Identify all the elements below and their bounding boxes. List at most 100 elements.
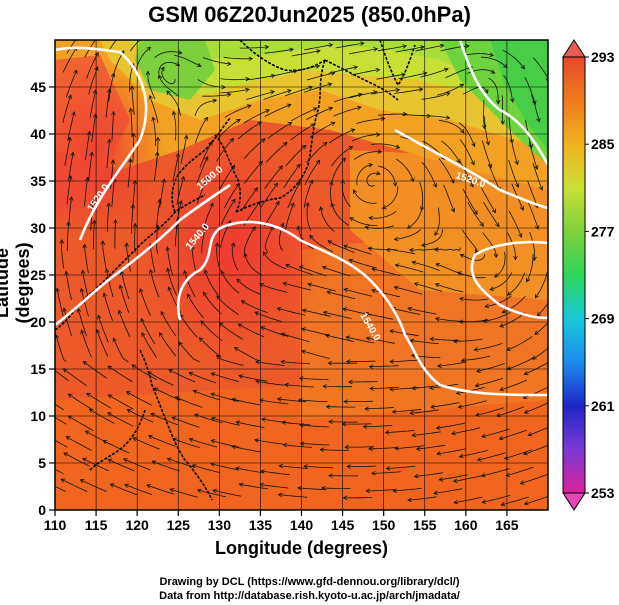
streamline	[435, 283, 464, 293]
streamline-arrow	[346, 464, 351, 469]
streamline	[259, 484, 289, 489]
chart-title: GSM 06Z20Jun2025 (850.0hPa)	[148, 2, 471, 27]
streamline	[304, 465, 333, 469]
streamline-arrow	[356, 105, 362, 111]
streamline	[88, 152, 93, 181]
streamline	[219, 322, 244, 340]
streamline	[364, 312, 394, 320]
streamline-arrow	[62, 368, 68, 373]
streamline	[167, 247, 173, 276]
streamline	[126, 243, 132, 272]
streamline-arrow	[484, 89, 489, 94]
streamline	[263, 201, 280, 227]
streamline-arrow	[309, 234, 314, 240]
streamline-arrow	[200, 320, 205, 325]
streamline-arrow	[342, 495, 348, 501]
streamline	[67, 111, 75, 141]
x-tick-label: 115	[85, 517, 108, 533]
streamline-arrow	[235, 182, 240, 188]
streamline	[351, 69, 380, 76]
streamline	[347, 465, 376, 467]
streamline-arrow	[348, 146, 354, 151]
streamline	[430, 338, 459, 341]
streamline-arrow	[438, 477, 444, 482]
streamline	[507, 232, 516, 260]
streamline-arrow	[174, 396, 180, 401]
streamline-arrow	[358, 92, 363, 98]
streamline	[199, 141, 213, 168]
streamline	[303, 83, 332, 93]
streamline	[480, 56, 508, 68]
streamline-arrow	[40, 394, 44, 398]
streamline	[439, 474, 468, 481]
streamline	[63, 452, 90, 467]
streamline-arrow	[434, 282, 440, 288]
streamline	[107, 412, 134, 427]
streamline-arrow	[363, 311, 369, 317]
streamline-arrow	[89, 151, 94, 157]
streamline-arrow	[301, 308, 307, 313]
streamline	[421, 229, 444, 246]
streamline-arrow	[528, 144, 533, 149]
streamline-arrow	[233, 346, 239, 352]
streamline-arrow	[499, 386, 504, 392]
streamline	[236, 421, 265, 428]
streamline-arrow	[286, 103, 292, 108]
streamline-arrow	[371, 267, 377, 272]
contour-1500	[458, 40, 548, 166]
contour-1540-west	[55, 183, 231, 327]
streamline-arrow	[393, 236, 399, 242]
streamline-arrow	[88, 408, 94, 413]
streamline	[291, 50, 321, 57]
streamline-arrow	[364, 225, 370, 230]
streamline-arrow	[300, 349, 306, 354]
streamline	[410, 339, 439, 344]
colorbar-label: 269	[591, 311, 615, 327]
streamline-arrow	[376, 132, 381, 137]
streamline	[529, 231, 535, 261]
streamline	[416, 444, 446, 450]
streamline	[440, 45, 470, 52]
streamline	[66, 436, 92, 451]
streamline	[237, 121, 262, 140]
streamline	[299, 424, 329, 428]
streamline	[531, 94, 540, 122]
streamline-arrow	[353, 65, 359, 70]
streamline-arrow	[369, 386, 374, 391]
streamline	[366, 337, 395, 344]
streamline	[304, 44, 333, 51]
streamline	[66, 175, 72, 205]
streamline-arrow	[558, 206, 562, 210]
streamline-arrow	[494, 273, 499, 278]
streamline	[344, 288, 373, 297]
streamline	[68, 196, 72, 226]
streamline	[309, 234, 334, 253]
streamline-arrow	[102, 292, 107, 298]
streamline-arrow	[84, 176, 90, 182]
streamline-arrow	[389, 359, 394, 364]
streamline-arrow	[482, 318, 488, 324]
streamline	[346, 336, 375, 344]
streamline	[187, 294, 204, 319]
streamline	[255, 361, 285, 366]
streamline-arrow	[196, 488, 202, 494]
streamline-arrow	[310, 123, 316, 128]
streamline-arrow	[95, 328, 101, 334]
streamline	[290, 123, 315, 141]
streamline-arrow	[341, 157, 346, 163]
streamline-arrow	[318, 206, 324, 211]
streamline	[204, 269, 219, 296]
streamline-arrow	[275, 200, 280, 206]
streamline-arrow	[368, 163, 374, 168]
streamline-arrow	[43, 433, 47, 437]
streamline	[301, 350, 330, 359]
streamline-arrow	[558, 233, 562, 237]
streamline	[146, 484, 175, 495]
streamline-arrow	[493, 253, 499, 259]
streamline	[481, 428, 510, 438]
streamline-arrow	[155, 136, 161, 142]
streamline-arrow	[343, 244, 348, 249]
streamline-arrow	[235, 119, 241, 124]
streamline-arrow	[160, 66, 165, 72]
streamline-arrow	[166, 90, 171, 96]
